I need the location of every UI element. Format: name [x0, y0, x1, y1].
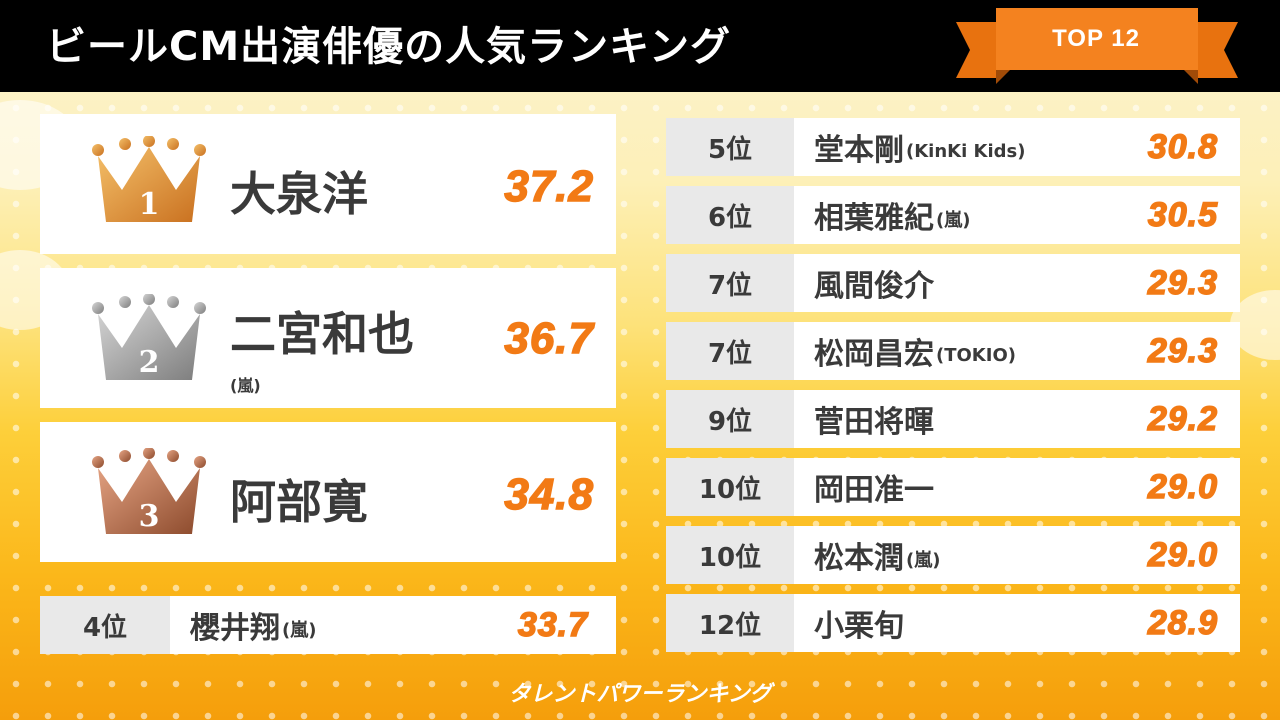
rank-label: 10位 — [666, 458, 794, 516]
rank-label: 10位 — [666, 526, 794, 584]
entry-group: (嵐) — [906, 550, 941, 571]
entry-name: 小栗旬 — [814, 594, 906, 652]
entry-name: 松岡昌宏 (TOKIO) — [814, 322, 1016, 380]
footer-brand-logo: タレントパワーランキング — [508, 682, 772, 707]
entry-name-text: 風間俊介 — [814, 269, 934, 304]
gold-crown-icon: 1 — [88, 136, 210, 228]
rank-2-score: 36.7 — [504, 313, 594, 364]
page-title: ビールCM出演俳優の人気ランキング — [46, 24, 731, 70]
entry-name-text: 松本潤 — [814, 541, 904, 576]
entry-score: 30.5 — [1147, 195, 1218, 235]
entry-name: 岡田准一 — [814, 458, 936, 516]
rank-panel-2: 2 二宮和也 (嵐) 36.7 — [40, 268, 616, 408]
entry-name-text: 相葉雅紀 — [814, 201, 934, 236]
entry-group: (嵐) — [936, 210, 971, 231]
svg-text:2: 2 — [139, 345, 160, 380]
rank-1-name: 大泉洋 — [230, 167, 368, 221]
entry-name: 堂本剛 (KinKi Kids) — [814, 118, 1026, 176]
rank-row-4: 4位 櫻井翔 (嵐) 33.7 — [40, 596, 616, 654]
entry-name-text: 小栗旬 — [814, 609, 904, 644]
entry-name-text: 岡田准一 — [814, 473, 934, 508]
entry-name-text: 菅田将暉 — [814, 405, 934, 440]
entry-name: 風間俊介 — [814, 254, 936, 312]
rank-row-10a: 10位 岡田准一 29.0 — [666, 458, 1240, 516]
rank-label: 9位 — [666, 390, 794, 448]
rank-panel-3: 3 阿部寛 34.8 — [40, 422, 616, 562]
rank-row-12: 12位 小栗旬 28.9 — [666, 594, 1240, 652]
rank-row-7b: 7位 松岡昌宏 (TOKIO) 29.3 — [666, 322, 1240, 380]
rank-2-name: 二宮和也 — [230, 307, 414, 361]
rank-label: 6位 — [666, 186, 794, 244]
entry-name: 相葉雅紀 (嵐) — [814, 186, 970, 244]
entry-name: 櫻井翔 (嵐) — [190, 596, 316, 654]
rank-label: 12位 — [666, 594, 794, 652]
rank-label: 4位 — [40, 596, 170, 654]
rank-3-score: 34.8 — [504, 469, 594, 520]
silver-crown-icon: 2 — [88, 294, 210, 386]
rank-row-5: 5位 堂本剛 (KinKi Kids) 30.8 — [666, 118, 1240, 176]
rank-2-group: (嵐) — [230, 376, 261, 395]
ribbon-banner — [956, 8, 1238, 84]
bronze-crown-icon: 3 — [88, 448, 210, 540]
entry-name: 松本潤 (嵐) — [814, 526, 940, 584]
entry-score: 29.3 — [1147, 263, 1218, 303]
rank-label: 7位 — [666, 322, 794, 380]
entry-score: 29.3 — [1147, 331, 1218, 371]
rank-1-score: 37.2 — [504, 161, 594, 212]
top-badge: TOP 12 — [1052, 25, 1140, 52]
rank-label: 5位 — [666, 118, 794, 176]
entry-score: 30.8 — [1147, 127, 1218, 167]
entry-name-text: 堂本剛 — [814, 133, 904, 168]
entry-name-text: 櫻井翔 — [190, 611, 280, 646]
entry-score: 28.9 — [1147, 603, 1218, 643]
entry-group: (KinKi Kids) — [906, 140, 1026, 162]
entry-score: 29.0 — [1147, 535, 1218, 575]
entry-group: (TOKIO) — [936, 344, 1016, 366]
rank-row-9: 9位 菅田将暉 29.2 — [666, 390, 1240, 448]
svg-text:1: 1 — [139, 187, 160, 222]
rank-3-name: 阿部寛 — [230, 475, 368, 529]
entry-score: 29.2 — [1147, 399, 1218, 439]
entry-group: (嵐) — [282, 620, 317, 641]
entry-name: 菅田将暉 — [814, 390, 936, 448]
entry-score: 33.7 — [517, 605, 588, 645]
rank-label: 7位 — [666, 254, 794, 312]
header-bar: ビールCM出演俳優の人気ランキング TOP 12 — [0, 0, 1280, 92]
rank-row-7a: 7位 風間俊介 29.3 — [666, 254, 1240, 312]
rank-row-10b: 10位 松本潤 (嵐) 29.0 — [666, 526, 1240, 584]
entry-name-text: 松岡昌宏 — [814, 337, 934, 372]
rank-row-6: 6位 相葉雅紀 (嵐) 30.5 — [666, 186, 1240, 244]
svg-text:3: 3 — [139, 499, 160, 534]
entry-score: 29.0 — [1147, 467, 1218, 507]
rank-panel-1: 1 大泉洋 37.2 — [40, 114, 616, 254]
